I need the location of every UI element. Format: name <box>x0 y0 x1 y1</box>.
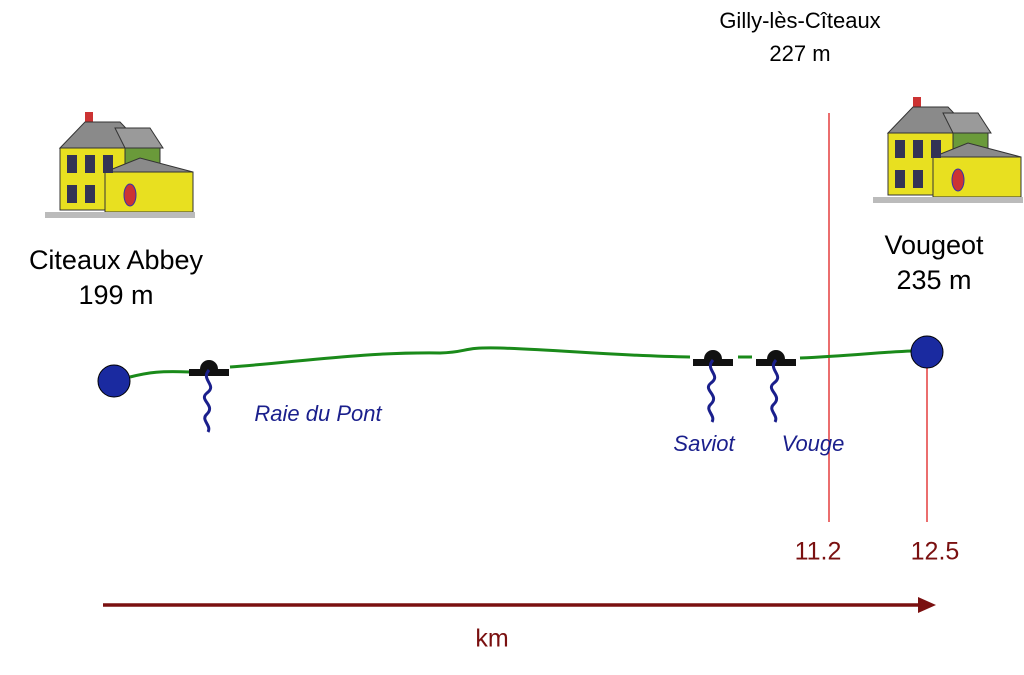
end-altitude: 235 m <box>896 265 971 295</box>
start-altitude: 199 m <box>78 280 153 310</box>
river-label: Vouge <box>782 431 845 456</box>
bridge <box>693 350 733 423</box>
distance-label: 11.2 <box>795 538 842 566</box>
house-icon <box>45 111 195 219</box>
waypoint-altitude: 227 m <box>769 41 830 66</box>
bridge <box>756 350 796 423</box>
distance-label: 12.5 <box>911 538 960 566</box>
waypoint-name: Gilly-lès-Cîteaux <box>719 8 880 33</box>
start-name: Citeaux Abbey <box>29 245 204 275</box>
end-name: Vougeot <box>884 230 984 260</box>
house-icon <box>873 96 1023 204</box>
river-label: Saviot <box>673 431 735 456</box>
start-point <box>97 364 131 398</box>
river-label: Raie du Pont <box>254 401 382 426</box>
axis-arrowhead <box>918 597 936 613</box>
route <box>129 346 913 379</box>
bridge <box>189 360 229 433</box>
axis-label: km <box>475 625 508 653</box>
end-point <box>910 335 944 369</box>
